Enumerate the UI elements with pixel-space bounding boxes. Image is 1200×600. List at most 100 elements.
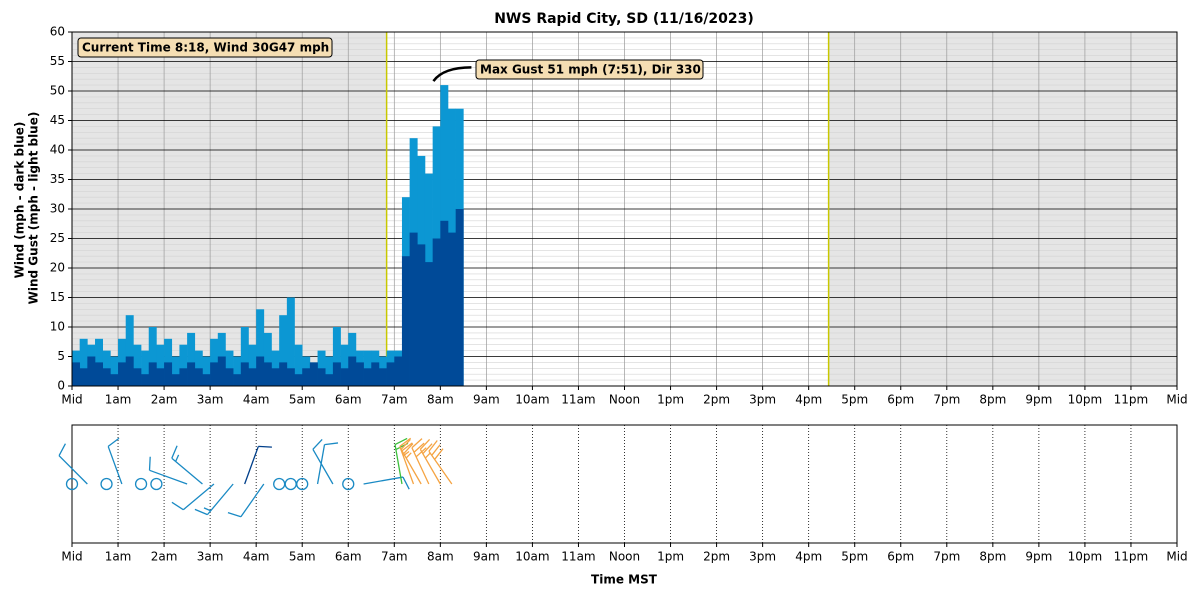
- x-tick-label: 3am: [197, 550, 224, 564]
- bar: [279, 315, 288, 386]
- x-tick-label: 10am: [515, 550, 549, 564]
- y-axis-label: Wind (mph - dark blue): [13, 122, 27, 279]
- bar: [233, 374, 242, 386]
- wind-barb: [399, 437, 415, 485]
- bar: [179, 344, 188, 386]
- x-tick-label: 10pm: [1068, 393, 1103, 407]
- bar: [355, 362, 364, 386]
- x-tick-label: 3pm: [749, 393, 776, 407]
- x-tick-label: 4pm: [795, 550, 822, 564]
- y-tick-label: 40: [50, 143, 65, 157]
- bar: [233, 356, 242, 386]
- y-tick-label: 50: [50, 84, 65, 98]
- x-tick-label: 11pm: [1114, 550, 1149, 564]
- calm-circle: [342, 477, 355, 491]
- bar: [171, 374, 180, 386]
- wind-barb: [400, 438, 422, 485]
- bar: [202, 356, 211, 386]
- annotation-box: [77, 37, 333, 58]
- bar: [340, 344, 349, 386]
- x-tick-label: 11am: [561, 393, 595, 407]
- x-tick-label: 8pm: [979, 393, 1006, 407]
- plot-frame: [71, 31, 1178, 387]
- bar: [141, 374, 150, 386]
- wind-barb: [363, 476, 410, 490]
- bar: [325, 356, 334, 386]
- bar: [240, 327, 249, 386]
- y-tick-label: 5: [57, 349, 65, 363]
- x-tick-label: 5am: [289, 393, 316, 407]
- bar: [194, 368, 203, 386]
- x-tick-label: 6am: [335, 393, 362, 407]
- bar: [348, 356, 357, 386]
- x-tick-label: 6am: [335, 550, 362, 564]
- calm-circle: [134, 477, 148, 491]
- x-tick-label: 3pm: [749, 550, 776, 564]
- x-tick-label: 2am: [151, 550, 178, 564]
- calm-circle: [100, 477, 113, 491]
- bar: [417, 244, 426, 386]
- bar: [294, 344, 303, 386]
- bar: [87, 356, 96, 386]
- wind-barb: [171, 445, 203, 485]
- wind-barb: [148, 456, 188, 485]
- wind-barb: [411, 438, 430, 485]
- bar: [202, 374, 211, 386]
- bar: [187, 362, 196, 386]
- wind-barb: [107, 437, 123, 485]
- bar: [125, 356, 134, 386]
- bar: [378, 368, 387, 386]
- annotation-text: Max Gust 51 mph (7:51), Dir 330: [480, 63, 701, 77]
- bar: [102, 368, 111, 386]
- bar: [263, 332, 272, 386]
- bar: [248, 344, 257, 386]
- x-tick-label: 1pm: [657, 550, 684, 564]
- bar: [363, 368, 372, 386]
- y-tick-label: 60: [50, 25, 65, 39]
- bar: [156, 344, 165, 386]
- wind-barb: [419, 438, 441, 485]
- annotation-box: [475, 59, 704, 80]
- annotation-text: Current Time 8:18, Wind 30G47 mph: [82, 41, 329, 55]
- bar: [455, 209, 464, 386]
- y-tick-label: 35: [50, 172, 65, 186]
- x-tick-label: 4am: [243, 393, 270, 407]
- bar: [432, 238, 441, 386]
- bar: [401, 256, 410, 386]
- x-tick-label: 10pm: [1068, 550, 1103, 564]
- bar: [79, 338, 88, 386]
- wind-barb: [194, 483, 234, 516]
- y-tick-label: 25: [50, 231, 65, 245]
- x-tick-label: 6pm: [887, 393, 914, 407]
- bar: [340, 368, 349, 386]
- y-tick-label: 10: [50, 320, 65, 334]
- bar: [79, 368, 88, 386]
- bar: [286, 297, 295, 386]
- bar: [110, 356, 119, 386]
- x-tick-label: 5am: [289, 550, 316, 564]
- x-tick-label: Noon: [609, 550, 640, 564]
- bar: [386, 362, 395, 386]
- bar: [309, 362, 318, 386]
- x-tick-label: 7pm: [933, 393, 960, 407]
- x-tick-label: 11pm: [1114, 393, 1149, 407]
- y-tick-label: 55: [50, 54, 65, 68]
- wind-barb: [58, 443, 88, 485]
- bar: [118, 362, 127, 386]
- y-tick-label: 20: [50, 261, 65, 275]
- bar: [424, 262, 433, 386]
- x-tick-label: 2am: [151, 393, 178, 407]
- y-tick-label: 45: [50, 113, 65, 127]
- wind-barb: [428, 440, 453, 485]
- wind-barb: [312, 438, 334, 485]
- bar: [332, 362, 341, 386]
- x-tick-label: Mid: [1166, 550, 1187, 564]
- bar: [256, 309, 265, 386]
- bar: [332, 327, 341, 386]
- x-tick-label: 3am: [197, 393, 224, 407]
- x-tick-label: 7am: [381, 550, 408, 564]
- x-tick-label: 9am: [473, 550, 500, 564]
- bar: [394, 356, 403, 386]
- x-tick-label: 1pm: [657, 393, 684, 407]
